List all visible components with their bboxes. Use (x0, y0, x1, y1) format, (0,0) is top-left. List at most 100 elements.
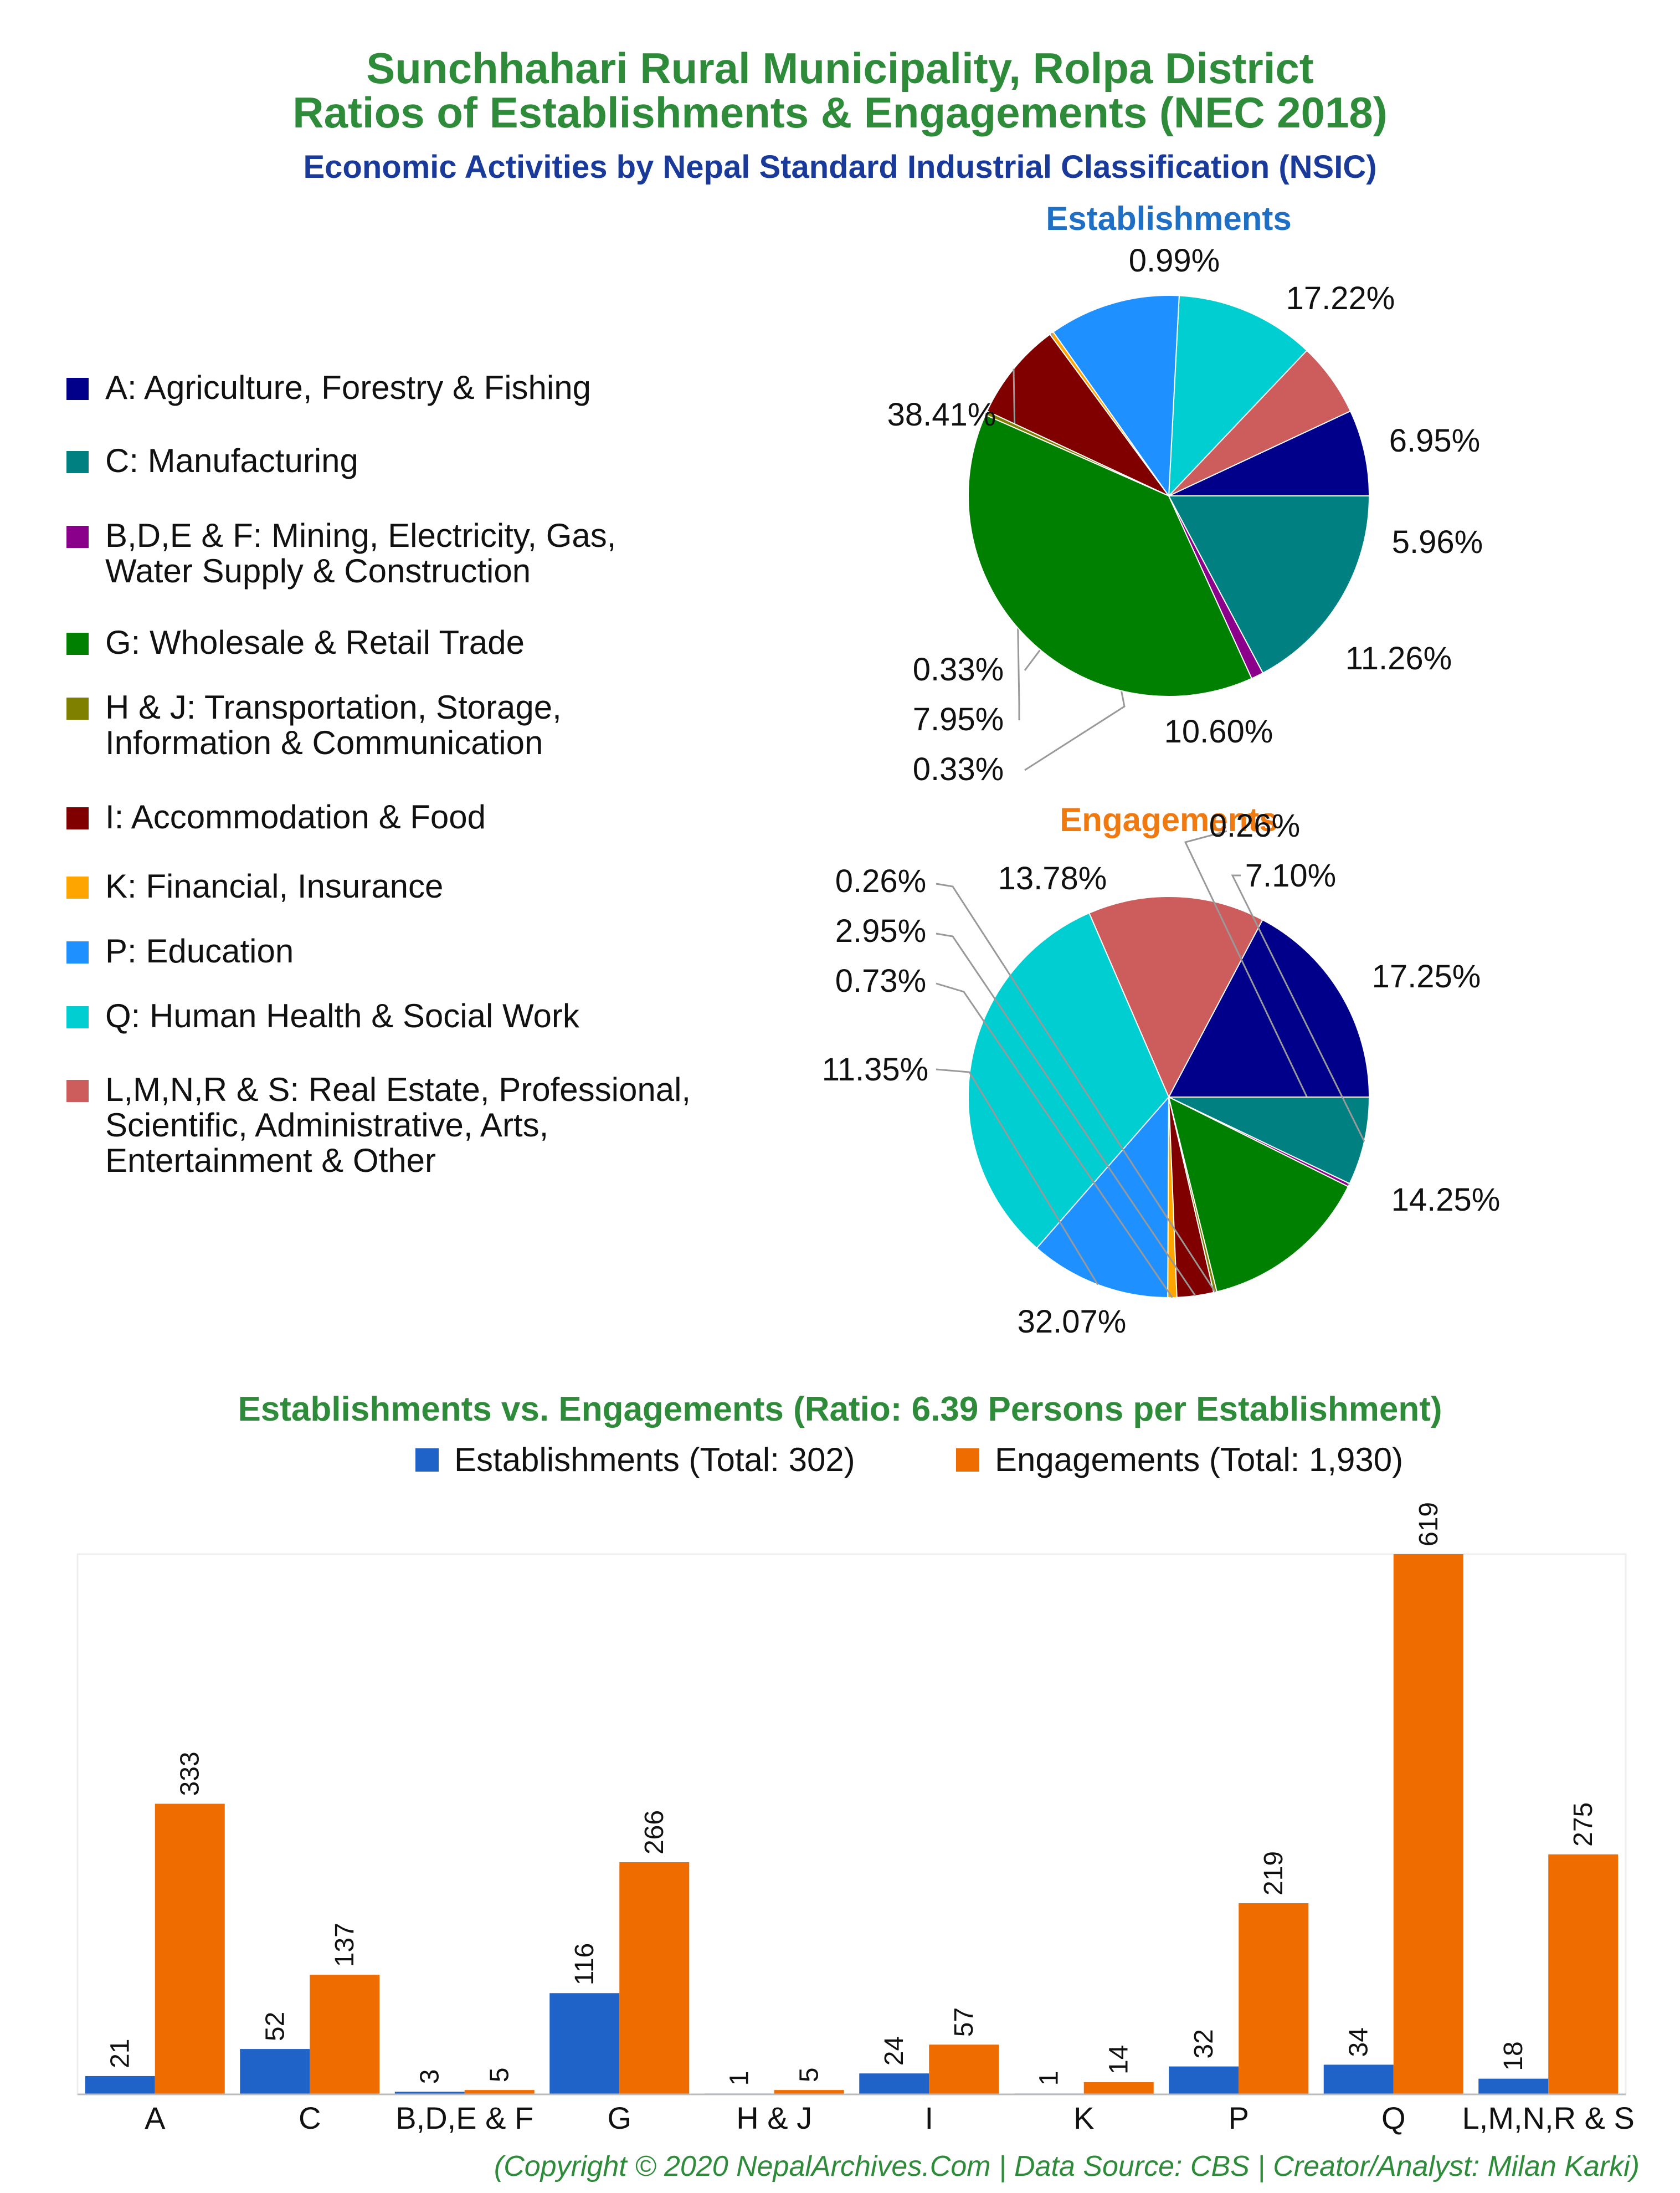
pie-leader-line (936, 932, 1196, 1297)
legend-label: A: Agriculture, Forestry & Fishing (105, 369, 591, 406)
legend-label: I: Accommodation & Food (105, 798, 486, 836)
pie-slice (1168, 919, 1370, 1098)
pie-title: Engagements (1060, 801, 1277, 838)
bar-value-label: 5 (485, 2067, 515, 2082)
bar-engagements (929, 2045, 999, 2094)
bar-establishments (1169, 2066, 1239, 2094)
bar-value-label: 5 (795, 2067, 824, 2082)
pie-slice (1088, 896, 1263, 1099)
x-tick-label: C (299, 2100, 321, 2135)
bar-value-label: 266 (640, 1810, 669, 1854)
bar-legend-engagements: Engagements (Total: 1,930) (956, 1441, 1403, 1479)
establishments-pie-chart: Establishments 6.95% 5.96% 11.26% 10.60% 0.33… (887, 200, 1483, 787)
bar-value-label: 32 (1189, 2029, 1219, 2058)
legend-item: L,M,N,R & S: Real Estate, Professional, … (66, 1072, 691, 1179)
legend-swatch (66, 941, 89, 964)
bar-value-label: 57 (949, 2007, 979, 2037)
pie-slice-label: 5.96% (1392, 524, 1483, 560)
legend-label: G: Wholesale & Retail Trade (105, 624, 525, 661)
x-tick-label: G (607, 2100, 631, 2135)
pie-slice-label: 0.99% (1129, 243, 1220, 279)
bar-engagements (1083, 2082, 1154, 2094)
bar-value-label: 14 (1104, 2045, 1134, 2074)
pie-slice (1168, 295, 1308, 498)
pie-slice (1168, 410, 1370, 496)
bar-value-label: 24 (880, 2036, 909, 2066)
legend-item: B,D,E & F: Mining, Electricity, Gas, Wat… (66, 518, 616, 589)
x-tick-label: P (1229, 2100, 1249, 2135)
pie-slice (968, 414, 1253, 697)
bar-establishments (1323, 2064, 1394, 2094)
legend-swatch (66, 378, 89, 400)
pie-title: Establishments (1046, 200, 1291, 237)
bar-establishments (240, 2049, 310, 2094)
x-tick-label: A (145, 2100, 166, 2135)
x-tick-label: L,M,N,R & S (1462, 2100, 1635, 2135)
pie-slice-label: 0.73% (835, 963, 926, 999)
legend-swatch (66, 1006, 89, 1028)
pie-slice-label: 6.95% (1389, 423, 1480, 459)
legend-item: I: Accommodation & Food (66, 800, 486, 835)
pie-slice (968, 912, 1170, 1249)
legend-item: H & J: Transportation, Storage, Informat… (66, 690, 562, 761)
legend-label: P: Education (105, 932, 294, 970)
bar-establishments (394, 2092, 465, 2094)
legend-item: C: Manufacturing (66, 443, 358, 479)
bar-legend-establishments: Establishments (Total: 302) (415, 1441, 855, 1479)
chart-subtitle: Economic Activities by Nepal Standard In… (303, 149, 1377, 185)
pie-slice (1168, 350, 1352, 496)
bar-value-label: 1 (1035, 2071, 1064, 2086)
pie-slice-label: 0.33% (913, 652, 1004, 688)
legend-item: P: Education (66, 934, 294, 969)
pie-leader-line (1231, 874, 1365, 1142)
legend-swatch (66, 877, 89, 899)
engagements-pie-chart: Engagements 17.25% 14.25% 32.07% 11.35% 0.73%… (822, 801, 1501, 1340)
bar-value-label: 275 (1569, 1802, 1598, 1847)
pie-slice (1052, 295, 1180, 498)
bar-value-label: 34 (1344, 2027, 1374, 2057)
bar-value-label: 619 (1414, 1502, 1443, 1546)
legend-swatch (66, 451, 89, 473)
chart-title-line2: Ratios of Establishments & Engagements (… (292, 88, 1388, 137)
x-tick-label: I (924, 2100, 933, 2135)
legend-label: H & J: Transportation, Storage, Informat… (105, 689, 562, 761)
x-tick-label: K (1073, 2100, 1094, 2135)
legend-swatch (66, 633, 89, 655)
bar-engagements (619, 1862, 690, 2094)
x-tick-label: B,D,E & F (395, 2100, 533, 2135)
legend-label: B,D,E & F: Mining, Electricity, Gas, Wat… (105, 517, 616, 590)
pie-slice (1168, 1096, 1349, 1293)
bar-engagements (464, 2090, 535, 2094)
pie-leader-line (936, 883, 1216, 1293)
pie-leader-line (936, 982, 1173, 1298)
pie-leader-line (1184, 830, 1350, 1186)
legend-label: K: Financial, Insurance (105, 868, 444, 905)
legend-swatch (66, 526, 89, 548)
legend-item: A: Agriculture, Forestry & Fishing (66, 370, 591, 406)
legend-swatch-engagements (956, 1448, 979, 1472)
pie-leader-line (936, 1068, 1099, 1285)
pie-slice-label: 13.78% (998, 860, 1107, 896)
bar-engagements (1239, 1903, 1309, 2094)
legend-label: C: Manufacturing (105, 442, 358, 479)
bar-value-label: 333 (176, 1751, 205, 1796)
x-tick-label: Q (1381, 2100, 1406, 2135)
legend-label: L,M,N,R & S: Real Estate, Professional, … (105, 1071, 691, 1179)
bar-value-label: 116 (570, 1943, 599, 1986)
bar-value-label: 219 (1259, 1851, 1288, 1895)
legend-label: Q: Human Health & Social Work (105, 997, 579, 1034)
bar-engagements (1548, 1854, 1619, 2094)
pie-slice-label: 0.33% (913, 751, 1004, 787)
bar-engagements (774, 2090, 844, 2094)
pie-slice-label: 0.26% (1209, 808, 1300, 844)
pie-slice-label: 7.10% (1245, 858, 1336, 894)
legend-item: Q: Human Health & Social Work (66, 998, 579, 1034)
x-tick-label: H & J (736, 2100, 812, 2135)
legend-label-engagements: Engagements (Total: 1,930) (995, 1441, 1404, 1478)
pie-slice-label: 32.07% (1018, 1304, 1127, 1340)
footer-credit: (Copyright © 2020 NepalArchives.Com | Da… (494, 2150, 1640, 2182)
pie-slice-label: 17.25% (1372, 959, 1481, 995)
bar-value-label: 18 (1499, 2041, 1528, 2071)
